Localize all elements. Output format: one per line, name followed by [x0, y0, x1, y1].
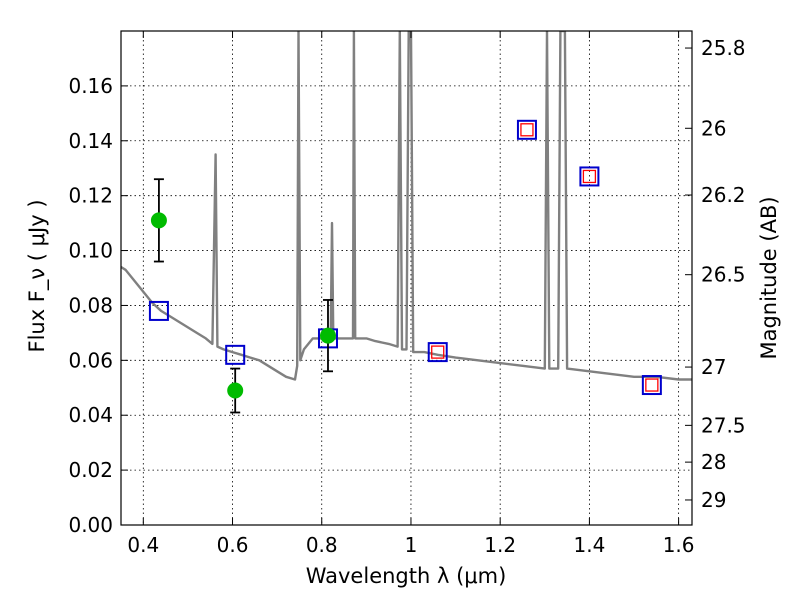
model-photometry-marker [516, 119, 537, 140]
y-tick-label: 0.02 [68, 458, 113, 482]
observed-photometry-point [319, 327, 336, 344]
model-photometry-inner-marker [645, 378, 659, 392]
x-tick-label: 1.4 [573, 533, 605, 557]
x-tick-label: 0.8 [306, 533, 338, 557]
model-photometry-inner-marker [582, 169, 597, 184]
plot-content [121, 31, 692, 414]
x-tick-label: 0.6 [217, 533, 249, 557]
y-tick-label: 0.10 [68, 239, 113, 263]
model-photometry-marker [225, 344, 246, 365]
plot-frame [120, 30, 693, 526]
mag-tick-label: 26.5 [701, 263, 746, 287]
x-tick-label: 1 [405, 533, 418, 557]
mag-tick-label: 26 [701, 116, 726, 140]
model-spectrum-line [121, 31, 692, 381]
model-photometry-inner-marker [431, 345, 445, 359]
mag-tick-label: 29 [701, 488, 726, 512]
y-tick-label: 0.04 [68, 403, 113, 427]
mag-tick-label: 27.5 [701, 413, 746, 437]
mag-tick-label: 27 [701, 355, 726, 379]
observed-photometry-point [150, 212, 167, 229]
y-tick-label: 0.06 [68, 348, 113, 372]
y-axis-right-label: Magnitude (AB) [757, 196, 781, 359]
y-tick-label: 0.14 [68, 129, 113, 153]
y-tick-label: 0.08 [68, 293, 113, 317]
model-photometry-inner-marker [520, 123, 534, 137]
ticks: 0.4 0.6 0.8 1 1.2 1.4 1.6 0.00 0.02 0.04 0.06 0.08 0… [68, 31, 746, 557]
mag-tick-label: 26.2 [701, 183, 746, 207]
model-photometry-marker [579, 166, 600, 187]
y-axis-label: Flux F_ν ( μJy ) [25, 199, 50, 352]
x-tick-label: 0.4 [127, 533, 159, 557]
y-tick-label: 0.00 [68, 513, 113, 537]
x-tick-label: 1.2 [484, 533, 516, 557]
y-tick-label: 0.16 [68, 74, 113, 98]
model-photometry-marker [641, 375, 662, 396]
x-tick-label: 1.6 [663, 533, 695, 557]
plot-area [121, 31, 692, 414]
model-photometry-marker [427, 342, 448, 363]
x-axis-label: Wavelength λ (μm) [306, 564, 507, 588]
observed-photometry-point [227, 382, 244, 399]
mag-tick-label: 28 [701, 450, 726, 474]
mag-tick-label: 25.8 [701, 36, 746, 60]
model-photometry-marker [148, 300, 169, 321]
y-tick-label: 0.12 [68, 184, 113, 208]
